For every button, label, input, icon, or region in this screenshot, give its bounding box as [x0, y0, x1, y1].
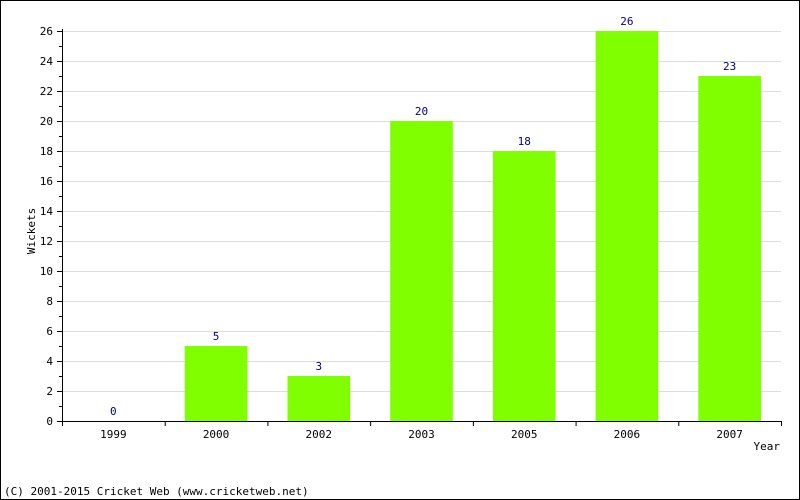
x-tick-label: 2006	[614, 428, 641, 441]
y-tick-label: 16	[40, 175, 53, 188]
data-label: 23	[723, 60, 736, 73]
data-label: 20	[415, 105, 428, 118]
bars	[184, 31, 761, 421]
labels: 0246810121416182022242619990200052002320…	[40, 15, 743, 441]
y-tick-label: 8	[46, 295, 53, 308]
data-label: 18	[518, 135, 531, 148]
bar-2000	[184, 346, 248, 421]
x-tick-label: 2000	[203, 428, 230, 441]
y-tick-label: 6	[46, 325, 53, 338]
y-tick-label: 24	[40, 55, 54, 68]
x-tick-label: 2003	[408, 428, 435, 441]
data-label: 5	[213, 330, 220, 343]
y-tick-label: 26	[40, 25, 53, 38]
bar-2002	[287, 376, 351, 421]
x-tick-label: 2002	[306, 428, 333, 441]
y-tick-label: 10	[40, 265, 53, 278]
bar-2007	[698, 76, 761, 421]
x-tick-label: 1999	[100, 428, 127, 441]
y-tick-label: 0	[46, 415, 53, 428]
x-tick-label: 2007	[716, 428, 743, 441]
bar-2005	[492, 151, 556, 421]
data-label: 3	[315, 360, 322, 373]
y-tick-label: 22	[40, 85, 53, 98]
copyright-footer: (C) 2001-2015 Cricket Web (www.cricketwe…	[4, 485, 309, 498]
y-axis-title: Wickets	[25, 208, 38, 254]
data-label: 26	[620, 15, 633, 28]
bar-2003	[390, 121, 453, 421]
x-tick-label: 2005	[511, 428, 538, 441]
axes	[57, 29, 782, 426]
y-tick-label: 12	[40, 235, 53, 248]
y-tick-label: 2	[46, 385, 53, 398]
y-tick-label: 4	[46, 355, 53, 368]
y-tick-label: 14	[40, 205, 54, 218]
y-tick-label: 18	[40, 145, 53, 158]
x-axis-title: Year	[754, 440, 781, 453]
y-tick-label: 20	[40, 115, 53, 128]
data-label: 0	[110, 405, 117, 418]
bar-2006	[595, 31, 659, 421]
